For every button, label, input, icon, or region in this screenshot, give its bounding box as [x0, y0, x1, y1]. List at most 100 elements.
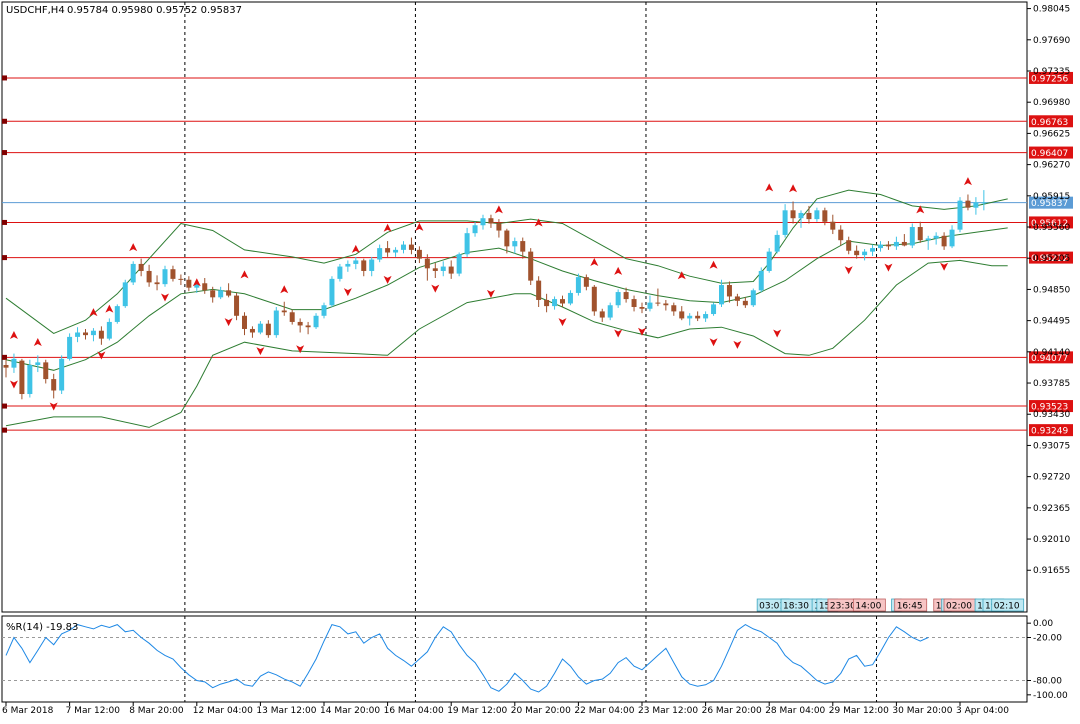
current-price-label: 0.95837 — [1031, 199, 1068, 209]
level-tag-label: 0.96763 — [1031, 118, 1068, 128]
candle-body — [719, 285, 724, 305]
time-tag-label: 1 — [936, 602, 942, 612]
candle-body — [671, 305, 677, 312]
down-arrow-icon — [97, 351, 106, 360]
candle-body — [965, 200, 971, 208]
price-tick-label: 0.95560 — [1033, 223, 1070, 233]
candle — [575, 273, 581, 296]
candle-body — [838, 229, 844, 241]
main-plot-frame — [1, 1, 1028, 613]
candle — [138, 258, 144, 277]
candle-body — [567, 292, 573, 304]
price-tick-label: 0.92010 — [1033, 535, 1070, 545]
candle-body — [607, 305, 613, 318]
candle — [870, 244, 876, 257]
candle-body — [281, 310, 287, 313]
candle — [925, 235, 931, 250]
down-arrow-icon — [431, 284, 440, 293]
candle-body — [885, 244, 891, 247]
time-tick-label: 23 Mar 12:00 — [638, 706, 698, 716]
candle-body — [51, 379, 57, 391]
candle-body — [766, 251, 772, 271]
candle — [178, 274, 184, 286]
time-tick-label: 29 Mar 12:00 — [829, 706, 889, 716]
wpr-tick-label: -80.00 — [1033, 677, 1062, 687]
candle — [909, 223, 915, 249]
candle-body — [194, 283, 200, 288]
candle-body — [3, 365, 9, 368]
candle — [385, 241, 391, 257]
candle — [885, 241, 891, 250]
candle — [814, 207, 820, 222]
time-tag-label: 1 — [977, 602, 983, 612]
up-arrow-icon — [494, 205, 503, 214]
candle-body — [424, 258, 430, 269]
candle-body — [138, 263, 144, 271]
level-tag — [1029, 424, 1073, 437]
candle-body — [639, 307, 645, 309]
candle-body — [949, 229, 955, 247]
candle-body — [806, 212, 812, 220]
horizontal-levels: 0.97256 0.96763 0.96407 0.95612 0.95212 0.940… — [2, 71, 1073, 437]
candle-body — [385, 248, 391, 253]
price-tick-label: 0.97690 — [1033, 36, 1070, 46]
candle-body — [758, 270, 764, 291]
candle — [798, 210, 804, 228]
up-arrow-icon — [129, 243, 138, 252]
candle — [464, 227, 470, 257]
candle — [83, 328, 88, 340]
candles — [3, 190, 987, 400]
candle — [965, 194, 971, 211]
price-tick-label: 0.93075 — [1033, 441, 1070, 451]
candle-body — [353, 260, 359, 264]
price-axis: 0.98045 0.97690 0.97335 0.96980 0.96625 0.962… — [1027, 5, 1070, 576]
candle — [170, 265, 176, 282]
candle — [257, 321, 263, 335]
candle — [226, 283, 232, 298]
candle-body — [202, 283, 208, 291]
time-tag-label: 03:01 — [759, 602, 785, 612]
candle-body — [393, 249, 399, 253]
candle — [218, 286, 224, 300]
price-tick-label: 0.94140 — [1033, 348, 1070, 358]
candle-body — [591, 286, 597, 312]
candle-body — [496, 223, 502, 231]
candle-body — [114, 306, 120, 322]
candle-body — [599, 311, 605, 318]
candle-body — [981, 202, 987, 204]
candle-body — [313, 315, 319, 328]
time-tag — [894, 598, 928, 612]
candle — [973, 197, 979, 215]
candle — [448, 260, 454, 279]
down-arrow-icon — [638, 327, 646, 336]
candle — [726, 281, 732, 303]
candle-body — [35, 362, 41, 366]
up-arrow-icon — [765, 183, 774, 192]
candle-body — [130, 263, 136, 283]
candle-body — [750, 290, 756, 306]
level-tag — [1029, 146, 1073, 159]
up-arrow-icon — [383, 223, 392, 232]
candle-body — [440, 266, 446, 271]
candle — [734, 293, 740, 307]
candle — [846, 236, 852, 255]
candle-body — [210, 290, 216, 298]
candle — [75, 327, 81, 343]
down-arrow-icon — [773, 329, 782, 338]
candle — [878, 241, 883, 252]
candle-body — [488, 218, 494, 224]
candle-body — [59, 358, 65, 391]
candle-body — [67, 336, 73, 359]
candle-body — [726, 285, 732, 297]
candle-body — [790, 210, 796, 219]
candle-body — [448, 266, 454, 274]
level-tag-label: 0.93249 — [1031, 427, 1068, 437]
candle — [687, 313, 693, 326]
candle-body — [917, 227, 923, 241]
time-tick-label: 8 Mar 20:00 — [129, 706, 184, 716]
level-tag — [1029, 115, 1073, 128]
down-arrow-icon — [614, 329, 623, 338]
time-tick-label: 28 Mar 04:00 — [765, 706, 825, 716]
candle-body — [98, 330, 104, 339]
